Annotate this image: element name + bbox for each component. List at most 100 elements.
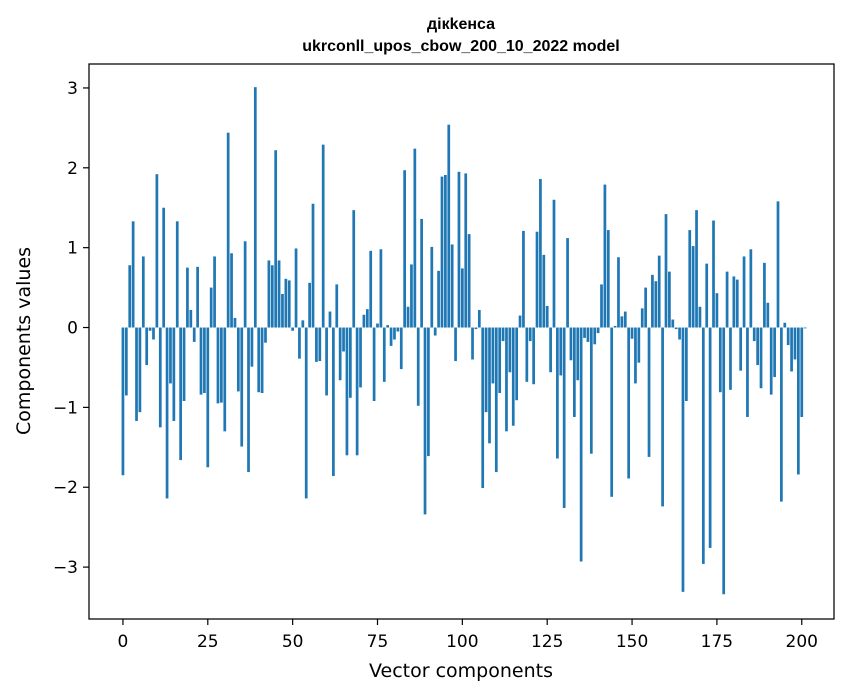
bar-68 bbox=[352, 210, 356, 328]
bar-21 bbox=[192, 327, 196, 342]
bar-193 bbox=[776, 201, 780, 328]
bar-1 bbox=[124, 327, 128, 396]
bar-88 bbox=[420, 218, 423, 328]
bar-130 bbox=[562, 327, 566, 508]
bar-105 bbox=[477, 309, 481, 328]
bar-123 bbox=[539, 178, 542, 328]
bar-57 bbox=[315, 327, 318, 362]
bar-67 bbox=[348, 327, 352, 398]
bar-86 bbox=[413, 148, 417, 328]
bar-84 bbox=[406, 306, 410, 328]
bar-32 bbox=[230, 253, 233, 328]
bar-38 bbox=[250, 327, 254, 367]
bar-131 bbox=[566, 238, 569, 328]
bar-152 bbox=[637, 327, 641, 363]
x-tick-label: 50 bbox=[282, 632, 304, 652]
x-tick-label: 0 bbox=[118, 632, 129, 652]
bar-66 bbox=[345, 327, 349, 456]
bar-135 bbox=[579, 327, 583, 562]
x-axis-ticks: 0 25 50 75 100 125 150 175 200 bbox=[118, 619, 818, 652]
bar-3 bbox=[131, 221, 135, 328]
bar-146 bbox=[617, 257, 620, 328]
bar-89 bbox=[423, 327, 427, 515]
bar-159 bbox=[661, 327, 664, 507]
bar-133 bbox=[573, 327, 576, 417]
bar-5 bbox=[138, 327, 142, 413]
x-tick-label: 25 bbox=[197, 632, 219, 652]
bar-197 bbox=[790, 327, 793, 372]
bar-47 bbox=[281, 293, 284, 328]
y-tick-label: 2 bbox=[67, 159, 78, 179]
bar-126 bbox=[549, 327, 552, 373]
bar-140 bbox=[596, 327, 600, 334]
bar-100 bbox=[460, 268, 464, 328]
bar-52 bbox=[298, 327, 301, 359]
bar-139 bbox=[593, 327, 597, 345]
bar-195 bbox=[783, 322, 787, 328]
y-tick-label: 3 bbox=[67, 79, 78, 99]
bar-10 bbox=[155, 174, 159, 328]
bar-61 bbox=[328, 311, 332, 328]
bar-153 bbox=[640, 308, 644, 328]
bar-120 bbox=[528, 327, 532, 342]
bar-59 bbox=[321, 144, 325, 328]
bar-98 bbox=[454, 327, 457, 362]
bar-63 bbox=[335, 284, 339, 328]
bar-116 bbox=[515, 327, 519, 401]
bar-31 bbox=[226, 132, 230, 328]
bar-115 bbox=[511, 327, 515, 426]
bar-145 bbox=[613, 325, 617, 328]
bar-173 bbox=[708, 327, 712, 548]
bar-199 bbox=[797, 327, 800, 475]
bar-43 bbox=[267, 260, 271, 328]
bar-112 bbox=[501, 327, 505, 342]
bar-97 bbox=[450, 244, 454, 328]
x-tick-label: 150 bbox=[616, 632, 648, 652]
bar-16 bbox=[175, 221, 179, 328]
bar-180 bbox=[732, 276, 736, 328]
bar-40 bbox=[257, 327, 261, 393]
x-axis-label: Vector components bbox=[369, 660, 553, 682]
bar-76 bbox=[379, 249, 383, 328]
bar-158 bbox=[657, 255, 661, 328]
bar-74 bbox=[372, 327, 376, 401]
bar-118 bbox=[522, 230, 525, 328]
bar-18 bbox=[182, 327, 186, 401]
bar-9 bbox=[152, 327, 155, 340]
bar-54 bbox=[304, 327, 308, 499]
bar-6 bbox=[141, 256, 145, 328]
bar-138 bbox=[589, 327, 593, 454]
bar-28 bbox=[216, 327, 220, 404]
x-tick-label: 200 bbox=[786, 632, 818, 652]
bar-109 bbox=[491, 327, 495, 384]
bar-151 bbox=[634, 327, 637, 384]
bar-186 bbox=[752, 327, 756, 342]
bar-29 bbox=[220, 327, 223, 403]
bar-80 bbox=[393, 327, 396, 340]
bar-20 bbox=[189, 309, 193, 328]
bar-134 bbox=[576, 327, 580, 381]
bar-0 bbox=[121, 327, 125, 476]
bar-141 bbox=[600, 284, 603, 328]
bar-187 bbox=[756, 327, 759, 366]
bar-35 bbox=[240, 327, 244, 447]
bar-167 bbox=[688, 230, 692, 328]
bar-51 bbox=[294, 248, 298, 328]
bar-55 bbox=[308, 282, 311, 328]
bar-83 bbox=[403, 170, 407, 328]
bar-70 bbox=[359, 327, 362, 388]
bar-144 bbox=[610, 327, 614, 497]
chart-title-line-1: дікkенса bbox=[427, 16, 495, 33]
bar-111 bbox=[498, 327, 502, 394]
bar-201 bbox=[803, 327, 807, 329]
bar-64 bbox=[338, 327, 342, 381]
bar-182 bbox=[739, 327, 743, 371]
bar-44 bbox=[270, 265, 274, 328]
bar-41 bbox=[260, 327, 264, 394]
bar-165 bbox=[681, 327, 685, 592]
bar-96 bbox=[447, 124, 451, 328]
bar-19 bbox=[186, 267, 189, 328]
y-tick-label: −3 bbox=[53, 558, 78, 578]
bar-75 bbox=[376, 323, 379, 328]
